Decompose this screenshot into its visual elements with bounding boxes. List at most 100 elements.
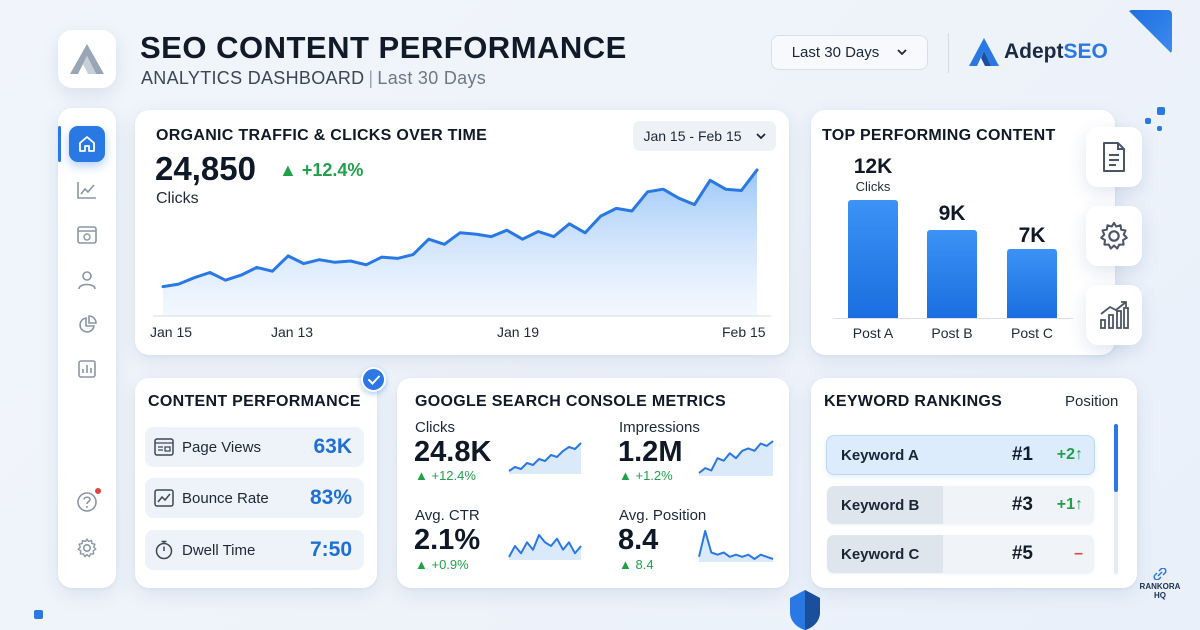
logo-a-icon bbox=[70, 44, 104, 74]
watermark-line1: RANKORA bbox=[1139, 582, 1181, 591]
bar-post-b[interactable] bbox=[927, 229, 977, 318]
x-tick-label: Jan 19 bbox=[497, 324, 540, 340]
keyword-scrollbar-thumb[interactable] bbox=[1114, 424, 1118, 492]
metric-row-bounce-rate[interactable]: Bounce Rate 83% bbox=[145, 478, 364, 518]
traffic-card-title: ORGANIC TRAFFIC & CLICKS OVER TIME bbox=[156, 127, 488, 144]
document-icon bbox=[1103, 142, 1125, 172]
traffic-date-range-select[interactable]: Jan 15 - Feb 15 bbox=[633, 121, 776, 151]
bar-category-label: Post C bbox=[1010, 325, 1053, 341]
gsc-metric-label: Avg. CTR bbox=[415, 507, 480, 524]
bar-category-label: Post B bbox=[931, 325, 973, 341]
bar-report-icon bbox=[78, 360, 96, 378]
top-content-card: TOP PERFORMING CONTENT 12K Clicks 9K 7K … bbox=[811, 110, 1115, 355]
sidebar-item-home[interactable] bbox=[69, 126, 105, 162]
sidebar bbox=[58, 108, 116, 588]
sidebar-item-links[interactable] bbox=[69, 217, 105, 253]
gsc-metric-delta: ▲ 8.4 bbox=[619, 557, 654, 572]
content-performance-title: CONTENT PERFORMANCE bbox=[148, 393, 361, 410]
stopwatch-icon bbox=[155, 540, 173, 560]
brand-suffix: SEO bbox=[1063, 40, 1108, 63]
gsc-metric-label: Clicks bbox=[415, 419, 455, 436]
traffic-chart-card: ORGANIC TRAFFIC & CLICKS OVER TIME Jan 1… bbox=[135, 110, 789, 355]
gsc-metric-value: 1.2M bbox=[618, 436, 683, 468]
growth-report-button[interactable] bbox=[1086, 285, 1142, 345]
verified-badge bbox=[361, 367, 386, 392]
sidebar-item-stats[interactable] bbox=[69, 351, 105, 387]
x-tick-label: Jan 13 bbox=[271, 324, 314, 340]
metric-value: 7:50 bbox=[309, 538, 352, 561]
decor-dot bbox=[34, 610, 43, 619]
settings-button[interactable] bbox=[1086, 206, 1142, 266]
keyword-name: Keyword A bbox=[841, 446, 919, 464]
keyword-row[interactable]: Keyword C #5 – bbox=[827, 535, 1094, 573]
keyword-name: Keyword C bbox=[827, 535, 943, 573]
gsc-metric-delta: ▲ +1.2% bbox=[619, 468, 673, 483]
active-indicator bbox=[58, 126, 61, 162]
x-tick-label: Feb 15 bbox=[722, 324, 766, 340]
traffic-change: ▲ +12.4% bbox=[279, 160, 364, 180]
rankora-watermark: RANKORA HQ bbox=[1136, 567, 1184, 600]
gsc-sparkline-impressions bbox=[698, 440, 774, 476]
sidebar-item-reports[interactable] bbox=[69, 307, 105, 343]
metric-label: Dwell Time bbox=[182, 541, 256, 559]
date-range-value: Last 30 Days bbox=[791, 44, 880, 61]
page-title: SEO CONTENT PERFORMANCE bbox=[140, 30, 627, 65]
sparkline-area bbox=[699, 531, 773, 562]
date-range-select[interactable]: Last 30 Days bbox=[771, 35, 928, 70]
keyword-row[interactable]: Keyword B #3 +1↑ bbox=[827, 486, 1094, 524]
document-button[interactable] bbox=[1086, 127, 1142, 187]
sidebar-item-help[interactable] bbox=[69, 484, 105, 520]
x-tick-label: Jan 15 bbox=[150, 324, 193, 340]
metric-label: Bounce Rate bbox=[182, 489, 269, 507]
sidebar-item-settings[interactable] bbox=[69, 530, 105, 566]
page-subtitle: ANALYTICS DASHBOARD | Last 30 Days bbox=[141, 68, 486, 89]
pie-chart-icon bbox=[79, 315, 97, 333]
decor-dot bbox=[1157, 126, 1162, 131]
decor-dot bbox=[1145, 118, 1151, 124]
keyword-scrollbar-track[interactable] bbox=[1114, 424, 1118, 574]
sparkline-line bbox=[508, 534, 582, 558]
keyword-change: – bbox=[1074, 545, 1083, 562]
chevron-down-icon bbox=[755, 132, 766, 139]
link-icon bbox=[1153, 567, 1167, 581]
position-column-header: Position bbox=[1065, 393, 1119, 410]
brand-logo[interactable]: Adept SEO bbox=[968, 37, 1108, 67]
sidebar-item-users[interactable] bbox=[69, 262, 105, 298]
keyword-position: #1 bbox=[1011, 444, 1033, 465]
traffic-series-line bbox=[161, 168, 759, 289]
metric-row-page-views[interactable]: Page Views 63K bbox=[145, 427, 364, 467]
gear-icon bbox=[1100, 221, 1128, 250]
keyword-row[interactable]: Keyword A #1 +2↑ bbox=[827, 436, 1094, 474]
bar-baseline bbox=[833, 318, 1073, 319]
traffic-unit: Clicks bbox=[156, 190, 199, 207]
sidebar-item-analytics[interactable] bbox=[69, 172, 105, 208]
bar-post-a[interactable] bbox=[848, 200, 898, 318]
traffic-area-chart bbox=[153, 168, 771, 317]
sparkline-line bbox=[508, 442, 582, 472]
app-logo[interactable] bbox=[58, 30, 116, 88]
sparkline-line bbox=[698, 530, 774, 560]
sparkline-line bbox=[698, 440, 774, 474]
header-divider bbox=[948, 33, 949, 73]
keyword-name: Keyword B bbox=[827, 486, 943, 524]
gsc-metric-label: Avg. Position bbox=[619, 507, 707, 524]
chevron-down-icon bbox=[897, 49, 907, 56]
page-icon bbox=[154, 438, 174, 456]
content-performance-card: CONTENT PERFORMANCE Page Views 63K Bounc… bbox=[135, 378, 377, 588]
keyword-change: +2↑ bbox=[1056, 446, 1083, 463]
bar-post-c[interactable] bbox=[1007, 249, 1057, 318]
gsc-sparkline-clicks bbox=[508, 442, 582, 474]
bar-value-label: 12K bbox=[853, 155, 893, 178]
metric-row-dwell-time[interactable]: Dwell Time 7:50 bbox=[145, 530, 364, 570]
gsc-metric-value: 24.8K bbox=[414, 436, 492, 468]
user-icon bbox=[78, 271, 96, 290]
metric-label: Page Views bbox=[182, 438, 261, 456]
subtitle-main: ANALYTICS DASHBOARD bbox=[141, 68, 365, 88]
line-chart-icon bbox=[154, 489, 174, 507]
corner-decoration bbox=[1128, 10, 1172, 54]
gsc-sparkline-position bbox=[698, 530, 774, 562]
keyword-rankings-card: KEYWORD RANKINGS Position Keyword A #1 +… bbox=[811, 378, 1137, 588]
traffic-area-fill bbox=[163, 170, 757, 316]
trend-chart-icon bbox=[77, 182, 96, 199]
subtitle-separator: | bbox=[368, 68, 374, 88]
